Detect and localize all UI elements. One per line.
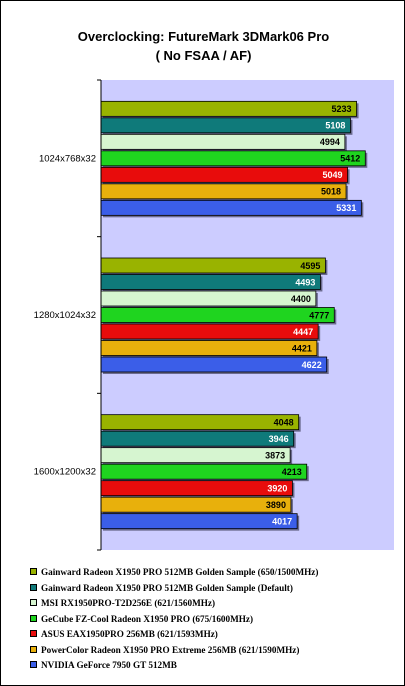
chart-title-line-1: Overclocking: FutureMark 3DMark06 Pro	[77, 29, 330, 44]
bar	[100, 274, 321, 290]
bar	[100, 183, 347, 200]
data-label: 5233	[332, 104, 352, 114]
legend-swatch	[30, 599, 37, 607]
data-label: 4017	[272, 516, 292, 526]
bar	[100, 513, 298, 530]
legend-item: MSI RX1950PRO-T2D256E (621/1560MHz)	[30, 596, 395, 612]
bar	[100, 100, 357, 117]
bar	[100, 447, 291, 464]
data-label: 4994	[320, 137, 340, 147]
bar	[100, 133, 346, 150]
data-label: 4048	[274, 417, 294, 427]
category-label: 1280x1024x32	[34, 310, 96, 321]
category-label: 1600x1200x32	[34, 467, 96, 478]
bar	[100, 323, 319, 340]
bar	[100, 430, 295, 447]
data-label: 5049	[323, 170, 343, 180]
legend-label: Gainward Radeon X1950 PRO 512MB Golden S…	[41, 582, 293, 593]
legend-label: ASUS EAX1950PRO 256MB (621/1593MHz)	[41, 629, 218, 639]
legend-item: Gainward Radeon X1950 PRO 512MB Golden S…	[30, 581, 395, 597]
data-label: 3920	[267, 483, 287, 493]
data-label: 4622	[302, 360, 322, 370]
data-label: 5412	[340, 154, 360, 164]
bar	[100, 356, 328, 373]
legend-item: ASUS EAX1950PRO 256MB (621/1593MHz)	[30, 627, 395, 643]
bar	[100, 166, 348, 183]
data-label: 5108	[325, 121, 345, 131]
data-label: 4777	[309, 310, 329, 320]
legend-swatch	[30, 568, 37, 576]
bar	[100, 496, 292, 513]
data-label: 4595	[300, 261, 320, 271]
bar	[100, 463, 308, 480]
legend-swatch	[30, 614, 37, 622]
legend-item: Gainward Radeon X1950 PRO 512MB Golden S…	[30, 565, 395, 581]
data-label: 3873	[265, 450, 285, 460]
bar	[100, 199, 362, 216]
legend-item: PowerColor Radeon X1950 PRO Extreme 256M…	[30, 643, 395, 659]
category-label: 1024x768x32	[39, 153, 96, 164]
bar	[100, 150, 366, 167]
legend-swatch	[30, 661, 37, 669]
data-label: 5018	[321, 187, 341, 197]
legend-swatch	[30, 645, 37, 653]
legend-label: GeCube FZ-Cool Radeon X1950 PRO (675/160…	[41, 613, 254, 624]
data-label: 4421	[292, 343, 312, 353]
bar	[100, 340, 318, 356]
bar	[100, 480, 293, 497]
bar	[100, 117, 351, 134]
legend-swatch	[30, 630, 37, 638]
chart-title: Overclocking: FutureMark 3DMark06 Pro ( …	[1, 27, 405, 65]
data-label: 3890	[266, 500, 286, 510]
legend: Gainward Radeon X1950 PRO 512MB Golden S…	[30, 565, 395, 674]
bar	[100, 414, 300, 431]
legend-item: NVIDIA GeForce 7950 GT 512MB	[30, 658, 395, 674]
legend-swatch	[30, 583, 37, 591]
chart-title-line-2: ( No FSAA / AF)	[155, 48, 252, 63]
data-label: 3946	[269, 434, 289, 444]
data-label: 4213	[282, 467, 302, 477]
legend-label: Gainward Radeon X1950 PRO 512MB Golden S…	[41, 567, 319, 577]
bar	[100, 307, 335, 323]
legend-label: PowerColor Radeon X1950 PRO Extreme 256M…	[41, 644, 300, 655]
bar	[100, 257, 326, 274]
data-label: 4493	[295, 277, 315, 287]
bar	[100, 290, 317, 307]
legend-item: GeCube FZ-Cool Radeon X1950 PRO (675/160…	[30, 612, 395, 628]
legend-label: NVIDIA GeForce 7950 GT 512MB	[41, 660, 177, 670]
legend-label: MSI RX1950PRO-T2D256E (621/1560MHz)	[41, 598, 216, 608]
data-label: 4447	[293, 327, 313, 337]
data-label: 4400	[291, 294, 311, 304]
data-label: 5331	[336, 203, 356, 213]
